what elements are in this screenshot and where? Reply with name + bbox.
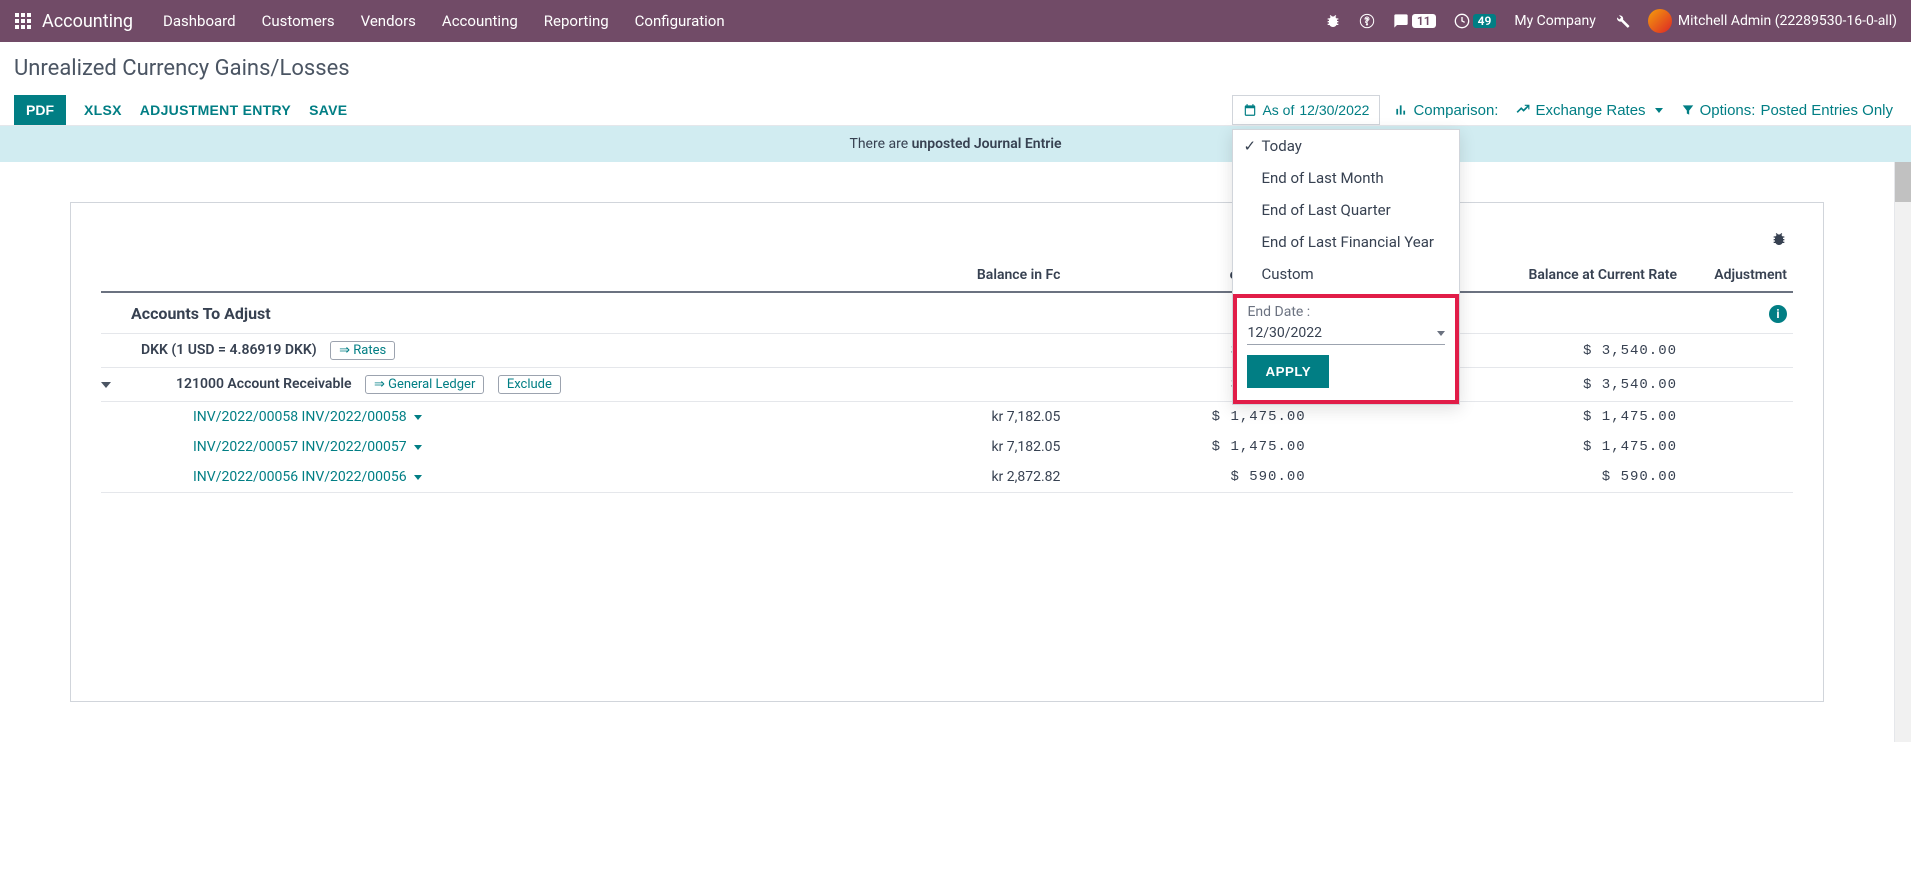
inv-op: $ 1,475.00 [1066,432,1311,462]
inv-op: $ 590.00 [1066,462,1311,493]
user-name: Mitchell Admin (22289530-16-0-all) [1678,13,1897,29]
report-area: f 12/30/2022 Balance in Fc eration Rate … [0,162,1894,742]
vertical-scrollbar[interactable] [1894,162,1911,742]
support-icon[interactable] [1359,13,1375,29]
action-buttons: PDF XLSX ADJUSTMENT ENTRY SAVE [14,95,347,125]
apps-grid-icon[interactable] [14,12,32,30]
notice-pre: There are [849,136,911,152]
account-receivable[interactable]: 121000 Account Receivable [176,376,352,392]
info-icon[interactable]: i [1769,305,1787,323]
col-balance-fc: Balance in Fc [845,259,1066,292]
invoice-row: INV/2022/00056 INV/2022/00056 kr 2,872.8… [101,462,1793,493]
report-table: f 12/30/2022 Balance in Fc eration Rate … [101,223,1793,493]
main-menu: Dashboard Customers Vendors Accounting R… [163,12,725,30]
asof-prefix: As of [1262,102,1294,118]
dd-end-last-quarter[interactable]: End of Last Quarter [1233,194,1459,226]
dd-today[interactable]: Today [1233,130,1459,162]
comparison-label: Comparison: [1413,102,1498,119]
messaging-icon[interactable]: 11 [1393,13,1436,29]
invoice-link[interactable]: INV/2022/00057 INV/2022/00057 [193,439,407,455]
menu-accounting[interactable]: Accounting [442,12,518,30]
chevron-down-icon [1437,331,1445,336]
activities-icon[interactable]: 49 [1454,13,1497,29]
debug-icon[interactable] [1325,13,1341,29]
xlsx-button[interactable]: XLSX [84,102,122,118]
user-avatar-icon [1648,9,1672,33]
caret-down-icon[interactable] [414,445,422,450]
dd-custom[interactable]: Custom [1233,258,1459,290]
end-date-value: 12/30/2022 [1247,325,1322,341]
activities-badge: 49 [1473,14,1497,28]
linechart-icon [1516,103,1530,117]
inv-fc: kr 2,872.82 [845,462,1066,493]
exchange-rates-filter[interactable]: Exchange Rates [1512,96,1666,125]
currency-dkk[interactable]: DKK (1 USD = 4.86919 DKK) [141,342,317,358]
scrollbar-thumb[interactable] [1895,162,1911,202]
funnel-icon [1681,103,1695,117]
menu-reporting[interactable]: Reporting [544,12,609,30]
apply-button[interactable]: APPLY [1247,355,1329,388]
tools-icon[interactable] [1614,13,1630,29]
calendar-icon [1243,103,1257,117]
options-filter[interactable]: Options:Posted Entries Only [1677,96,1897,125]
exchange-label: Exchange Rates [1535,102,1645,119]
asof-date-filter[interactable]: As of 12/30/2022 [1232,95,1380,125]
filter-bar: As of 12/30/2022 Today End of Last Month… [1232,95,1897,125]
adjustment-entry-button[interactable]: ADJUSTMENT ENTRY [140,102,291,118]
control-panel: Unrealized Currency Gains/Losses PDF XLS… [0,42,1911,125]
save-button[interactable]: SAVE [309,102,347,118]
date-dropdown: Today End of Last Month End of Last Quar… [1232,129,1460,405]
col-adjustment: Adjustment [1683,259,1793,292]
options-prefix: Options: [1700,102,1756,119]
inv-fc: kr 7,182.05 [845,402,1066,433]
notice-bold: unposted Journal Entrie [912,136,1062,152]
top-navbar: Accounting Dashboard Customers Vendors A… [0,0,1911,42]
comparison-filter[interactable]: Comparison: [1390,96,1502,125]
invoice-link[interactable]: INV/2022/00058 INV/2022/00058 [193,409,407,425]
caret-down-icon[interactable] [414,415,422,420]
menu-vendors[interactable]: Vendors [361,12,416,30]
menu-customers[interactable]: Customers [262,12,335,30]
user-menu[interactable]: Mitchell Admin (22289530-16-0-all) [1648,9,1897,33]
invoice-row: INV/2022/00058 INV/2022/00058 kr 7,182.0… [101,402,1793,433]
invoice-link[interactable]: INV/2022/00056 INV/2022/00056 [193,469,407,485]
debug-report-icon[interactable] [1771,235,1787,251]
page-title: Unrealized Currency Gains/Losses [14,56,1897,81]
caret-down-icon[interactable] [414,475,422,480]
inv-cur: $ 590.00 [1312,462,1683,493]
menu-configuration[interactable]: Configuration [635,12,725,30]
invoice-row: INV/2022/00057 INV/2022/00057 kr 7,182.0… [101,432,1793,462]
unposted-entries-notice[interactable]: There are unposted Journal Entrie [0,125,1911,162]
inv-cur: $ 1,475.00 [1312,432,1683,462]
asof-date-value: 12/30/2022 [1299,102,1369,118]
dd-end-last-month[interactable]: End of Last Month [1233,162,1459,194]
rates-button[interactable]: ⇒ Rates [330,341,395,360]
general-ledger-button[interactable]: ⇒ General Ledger [365,375,484,394]
barchart-icon [1394,103,1408,117]
options-value: Posted Entries Only [1760,102,1893,119]
caret-down-icon [1655,108,1663,113]
custom-date-highlight: End Date : 12/30/2022 APPLY [1233,294,1459,404]
inv-cur: $ 1,475.00 [1312,402,1683,433]
pdf-button[interactable]: PDF [14,95,66,125]
end-date-label: End Date : [1247,304,1445,320]
menu-dashboard[interactable]: Dashboard [163,12,236,30]
inv-op: $ 1,475.00 [1066,402,1311,433]
end-date-input[interactable]: 12/30/2022 [1247,322,1445,345]
company-switcher[interactable]: My Company [1514,13,1596,29]
messaging-badge: 11 [1412,14,1436,28]
exclude-button[interactable]: Exclude [498,375,561,394]
expand-caret-icon[interactable] [101,382,111,388]
dd-end-last-fy[interactable]: End of Last Financial Year [1233,226,1459,258]
app-brand[interactable]: Accounting [42,11,133,32]
inv-fc: kr 7,182.05 [845,432,1066,462]
